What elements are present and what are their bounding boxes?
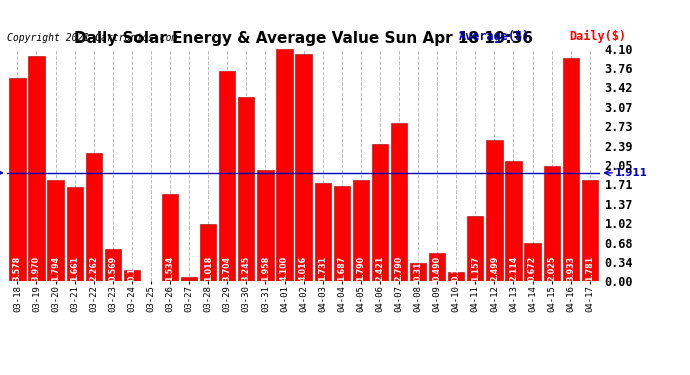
Bar <box>410 263 426 281</box>
Text: 0.490: 0.490 <box>433 255 442 280</box>
Text: 0.316: 0.316 <box>413 255 422 280</box>
Text: 4.100: 4.100 <box>280 255 289 280</box>
Bar <box>105 249 121 281</box>
Text: 4.016: 4.016 <box>299 255 308 280</box>
Bar <box>429 254 445 281</box>
Bar <box>505 161 522 281</box>
Bar <box>9 78 26 281</box>
Bar <box>238 97 255 281</box>
Text: 3.933: 3.933 <box>566 255 575 280</box>
Text: 0.672: 0.672 <box>528 255 537 280</box>
Bar <box>448 272 464 281</box>
Bar <box>48 180 63 281</box>
Text: 1.958: 1.958 <box>261 255 270 280</box>
Text: 3.578: 3.578 <box>13 255 22 280</box>
Text: 2.790: 2.790 <box>395 255 404 280</box>
Bar <box>28 56 45 281</box>
Bar <box>200 224 216 281</box>
Bar <box>353 180 369 281</box>
Text: 1.731: 1.731 <box>318 255 327 280</box>
Bar <box>124 270 140 281</box>
Bar <box>467 216 484 281</box>
Bar <box>486 140 502 281</box>
Text: 1.781: 1.781 <box>585 255 594 280</box>
Bar <box>162 194 178 281</box>
Text: 1.687: 1.687 <box>337 255 346 280</box>
Text: 3.970: 3.970 <box>32 255 41 280</box>
Bar <box>334 186 350 281</box>
Text: Copyright 2021 Cartronics.com: Copyright 2021 Cartronics.com <box>7 33 177 43</box>
Text: 1.661: 1.661 <box>70 255 79 280</box>
Bar <box>181 277 197 281</box>
Text: 2.025: 2.025 <box>547 255 556 280</box>
Text: 1.018: 1.018 <box>204 255 213 280</box>
Bar <box>66 187 83 281</box>
Text: 1.534: 1.534 <box>166 255 175 280</box>
Text: 2.499: 2.499 <box>490 255 499 280</box>
Bar <box>544 166 560 281</box>
Bar <box>582 180 598 281</box>
Bar <box>524 243 541 281</box>
Bar <box>295 54 312 281</box>
Bar <box>277 49 293 281</box>
Bar <box>315 183 331 281</box>
Text: 3.704: 3.704 <box>223 255 232 280</box>
Bar <box>257 170 273 281</box>
Text: 3.245: 3.245 <box>242 255 251 280</box>
Bar <box>86 153 102 281</box>
Text: Daily($): Daily($) <box>569 30 627 43</box>
Bar <box>219 71 235 281</box>
Text: 2.262: 2.262 <box>89 255 98 280</box>
Text: 0.569: 0.569 <box>108 255 117 280</box>
Text: 2.114: 2.114 <box>509 255 518 280</box>
Text: 1.911: 1.911 <box>615 168 648 178</box>
Text: 1.790: 1.790 <box>356 255 365 280</box>
Text: 1.794: 1.794 <box>51 255 60 280</box>
Text: 0.193: 0.193 <box>128 255 137 280</box>
Bar <box>562 58 579 281</box>
Text: Average($): Average($) <box>459 30 530 43</box>
Title: Daily Solar Energy & Average Value Sun Apr 18 19:36: Daily Solar Energy & Average Value Sun A… <box>74 31 533 46</box>
Bar <box>391 123 407 281</box>
Text: 2.421: 2.421 <box>375 255 384 280</box>
Bar <box>372 144 388 281</box>
Text: 0.157: 0.157 <box>452 255 461 280</box>
Text: 1.157: 1.157 <box>471 255 480 280</box>
